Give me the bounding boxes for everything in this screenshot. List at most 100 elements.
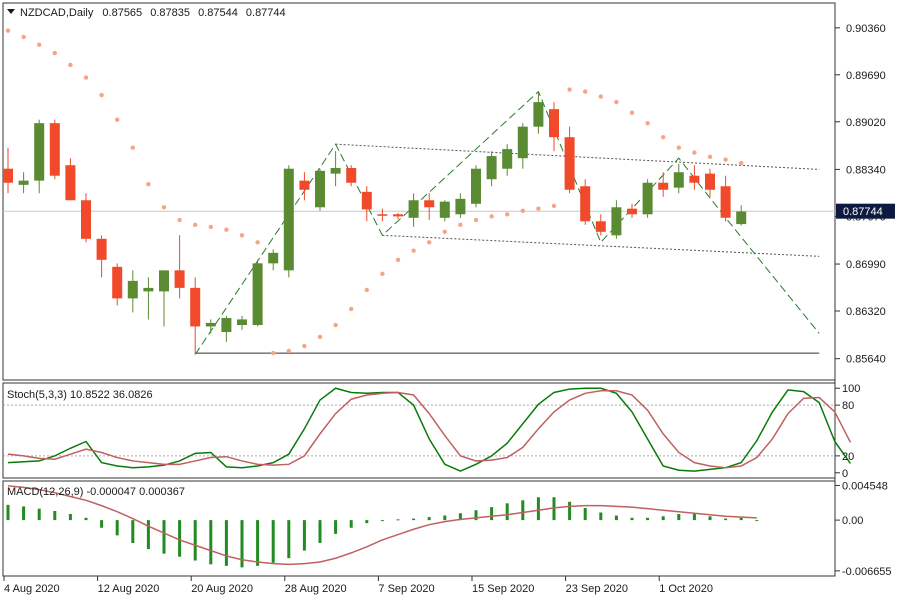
macd-bar <box>692 514 696 521</box>
price-tick-label: 0.86990 <box>846 259 886 271</box>
candle[interactable] <box>424 200 435 208</box>
candle[interactable] <box>190 287 201 327</box>
sar-dot <box>271 350 276 356</box>
macd-bar <box>193 520 197 561</box>
candle[interactable] <box>315 170 325 208</box>
sar-dot <box>520 208 525 213</box>
sar-dot <box>177 217 182 223</box>
candle[interactable] <box>393 214 403 217</box>
candle[interactable] <box>65 165 76 201</box>
sar-dot <box>224 227 229 232</box>
candle[interactable] <box>205 322 216 327</box>
sar-dot <box>208 224 213 230</box>
sar-dot <box>21 34 26 40</box>
candle[interactable] <box>252 263 263 326</box>
macd-bar <box>53 510 57 521</box>
candle[interactable] <box>361 191 372 210</box>
macd-bar <box>209 520 213 565</box>
chart-header: NZDCAD,Daily 0.87565 0.87835 0.87544 0.8… <box>7 7 286 19</box>
candle[interactable] <box>673 172 684 188</box>
candle[interactable] <box>237 319 247 326</box>
candle[interactable] <box>720 186 731 218</box>
macd-bar <box>646 517 650 521</box>
candle[interactable] <box>299 180 310 190</box>
candle[interactable] <box>159 270 169 292</box>
candle[interactable] <box>18 180 29 185</box>
sar-dot <box>68 62 73 68</box>
sar-dot <box>333 322 338 328</box>
candle[interactable] <box>595 221 606 232</box>
macd-bar <box>661 516 665 521</box>
candle[interactable] <box>658 182 669 190</box>
candle[interactable] <box>471 168 481 204</box>
candle[interactable] <box>502 149 513 169</box>
price-panel[interactable] <box>2 2 836 381</box>
candle[interactable] <box>49 123 60 176</box>
candle[interactable] <box>127 280 138 299</box>
candle[interactable] <box>408 200 419 218</box>
macd-signal-line <box>7 485 757 566</box>
symbol-label: NZDCAD,Daily <box>20 7 94 19</box>
sar-dot <box>692 150 697 155</box>
candle[interactable] <box>3 168 13 183</box>
candle[interactable] <box>627 208 637 215</box>
macd-bar <box>349 520 353 528</box>
candle[interactable] <box>517 126 528 159</box>
candle[interactable] <box>736 211 747 225</box>
candle[interactable] <box>611 207 622 236</box>
low-value: 0.87544 <box>198 7 238 19</box>
sar-dot <box>598 94 603 99</box>
candle[interactable] <box>377 214 388 216</box>
candle[interactable] <box>221 318 232 333</box>
macd-plot <box>6 485 759 568</box>
candle[interactable] <box>689 175 700 183</box>
x-tick-label: 7 Sep 2020 <box>378 583 434 595</box>
channel-upper-line <box>335 143 820 170</box>
macd-bar <box>458 513 462 521</box>
candle[interactable] <box>705 173 715 190</box>
sar-dot <box>395 257 401 263</box>
stoch-tick-label: 100 <box>842 383 860 395</box>
candle[interactable] <box>268 252 279 264</box>
candle[interactable] <box>346 168 357 183</box>
macd-title: MACD(12,26,9) -0.000047 0.000367 <box>7 486 185 498</box>
sar-dot <box>427 240 432 245</box>
candle[interactable] <box>143 287 154 292</box>
sar-dot <box>614 99 619 105</box>
candle[interactable] <box>81 200 91 239</box>
current-price-marker: 0.87744 <box>836 203 895 219</box>
dropdown-triangle-icon[interactable] <box>7 9 15 14</box>
sar-dot <box>349 306 354 312</box>
candle[interactable] <box>439 201 450 218</box>
candle[interactable] <box>455 198 466 215</box>
candle[interactable] <box>486 156 497 180</box>
candle[interactable] <box>112 266 123 299</box>
candle[interactable] <box>564 137 575 190</box>
macd-bar <box>334 520 338 534</box>
candle[interactable] <box>283 168 294 271</box>
price-tick-label: 0.86320 <box>846 306 886 318</box>
candle[interactable] <box>330 168 341 174</box>
macd-bar <box>552 497 556 521</box>
candle[interactable] <box>96 238 107 260</box>
macd-bar <box>739 517 743 521</box>
sar-dot <box>723 157 728 162</box>
candle[interactable] <box>174 270 185 288</box>
candle[interactable] <box>549 109 559 138</box>
x-tick-label: 15 Sep 2020 <box>472 583 534 595</box>
sar-dot <box>629 110 635 115</box>
macd-panel[interactable] <box>2 480 836 577</box>
candle[interactable] <box>533 102 544 127</box>
candle[interactable] <box>34 123 45 181</box>
sar-dot <box>411 248 416 253</box>
x-tick-label: 28 Aug 2020 <box>285 583 347 595</box>
sar-dot <box>707 154 713 160</box>
sar-dot <box>146 181 151 187</box>
stochastic-plot <box>3 387 852 472</box>
candle[interactable] <box>642 182 653 215</box>
candle[interactable] <box>580 186 591 222</box>
sar-dot <box>661 134 666 140</box>
sar-dot <box>567 87 572 92</box>
sar-dot <box>161 205 167 210</box>
